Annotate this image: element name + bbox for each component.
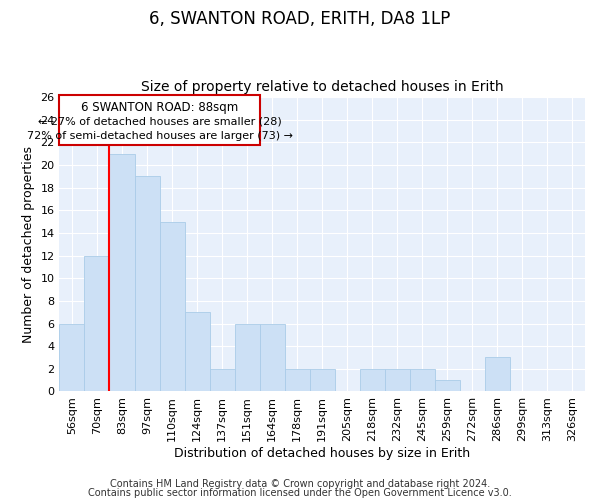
Bar bbox=[260, 324, 284, 392]
Bar bbox=[410, 369, 435, 392]
Title: Size of property relative to detached houses in Erith: Size of property relative to detached ho… bbox=[141, 80, 503, 94]
Bar bbox=[360, 369, 385, 392]
X-axis label: Distribution of detached houses by size in Erith: Distribution of detached houses by size … bbox=[174, 447, 470, 460]
Bar bbox=[59, 324, 85, 392]
Bar bbox=[385, 369, 410, 392]
Bar bbox=[209, 369, 235, 392]
Bar bbox=[235, 324, 260, 392]
Text: Contains public sector information licensed under the Open Government Licence v3: Contains public sector information licen… bbox=[88, 488, 512, 498]
Text: Contains HM Land Registry data © Crown copyright and database right 2024.: Contains HM Land Registry data © Crown c… bbox=[110, 479, 490, 489]
Bar bbox=[284, 369, 310, 392]
Bar bbox=[310, 369, 335, 392]
Y-axis label: Number of detached properties: Number of detached properties bbox=[22, 146, 35, 343]
Text: 6, SWANTON ROAD, ERITH, DA8 1LP: 6, SWANTON ROAD, ERITH, DA8 1LP bbox=[149, 10, 451, 28]
Text: ← 27% of detached houses are smaller (28): ← 27% of detached houses are smaller (28… bbox=[38, 116, 281, 126]
Bar bbox=[485, 358, 510, 392]
FancyBboxPatch shape bbox=[59, 95, 260, 144]
Text: 72% of semi-detached houses are larger (73) →: 72% of semi-detached houses are larger (… bbox=[26, 130, 293, 140]
Bar bbox=[109, 154, 134, 392]
Bar bbox=[185, 312, 209, 392]
Bar bbox=[435, 380, 460, 392]
Text: 6 SWANTON ROAD: 88sqm: 6 SWANTON ROAD: 88sqm bbox=[81, 100, 238, 114]
Bar bbox=[85, 256, 109, 392]
Bar bbox=[160, 222, 185, 392]
Bar bbox=[134, 176, 160, 392]
